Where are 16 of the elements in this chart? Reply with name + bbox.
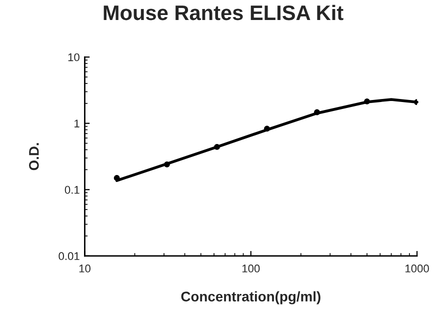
point <box>364 98 370 104</box>
y-tick-label: 0.1 <box>64 186 80 194</box>
y-tick-label: 0.01 <box>58 252 80 260</box>
x-tick-label: 10 <box>79 264 90 272</box>
y-tick-label: 1 <box>74 120 80 128</box>
chart-title: Mouse Rantes ELISA Kit <box>104 4 344 20</box>
y-tick-label: 10 <box>68 53 80 62</box>
x-axis-title: Concentration(pg/ml) <box>181 291 320 304</box>
point <box>164 161 170 168</box>
point <box>214 144 220 150</box>
x-tick-label: 1000 <box>406 264 429 272</box>
y-axis-title: O.D. <box>29 143 39 170</box>
point <box>114 175 120 181</box>
point <box>264 126 270 132</box>
point <box>314 109 320 116</box>
x-tick-label: 100 <box>242 264 260 272</box>
